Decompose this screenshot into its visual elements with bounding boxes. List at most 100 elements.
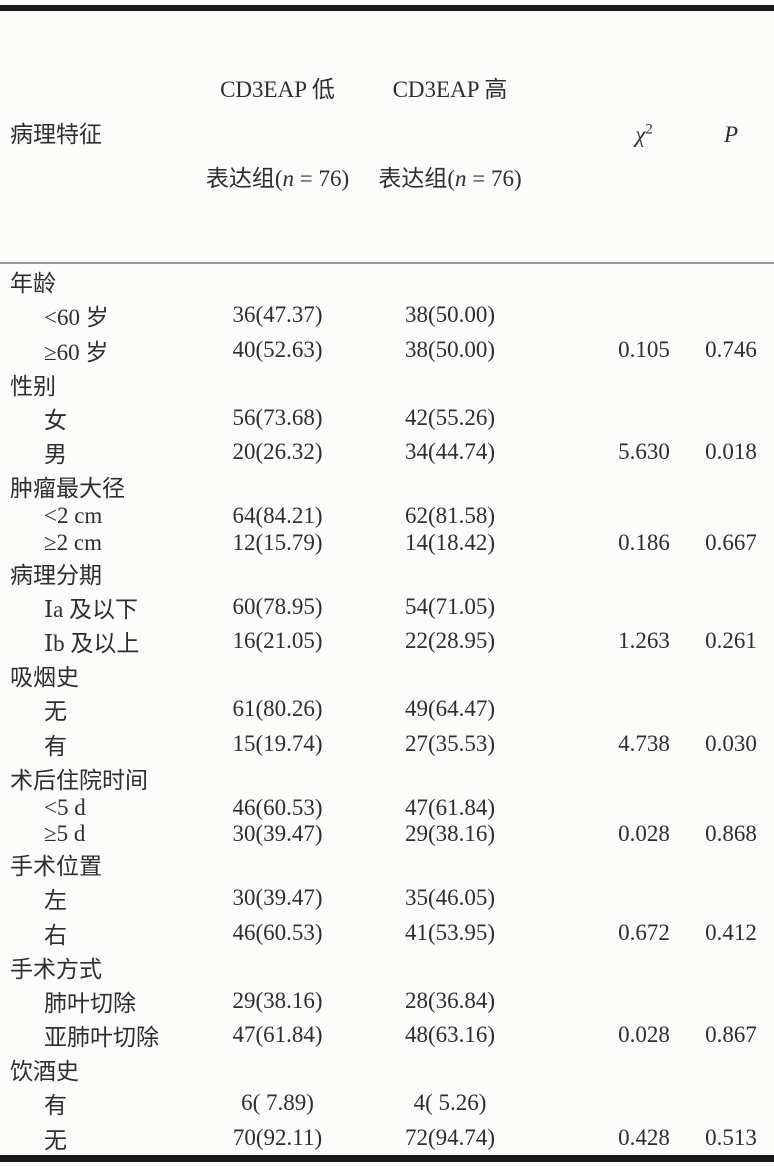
low-group-value-cell: 60(78.95) (232, 593, 323, 619)
header-high-group: CD3EAP 高 表达组(n = 76) (355, 11, 545, 265)
table-row: ≥2 cm 12(15.79) 14(18.42) 0.186 0.667 (0, 529, 774, 555)
p-value-cell (688, 950, 774, 984)
p-value-cell (688, 658, 774, 692)
spacer-cell (545, 1018, 600, 1052)
table-row: Ⅰa 及以下 60(78.95) 54(71.05) (0, 590, 774, 624)
high-group-value-cell (355, 1052, 545, 1086)
high-group-value-cell (355, 469, 545, 503)
header-high-group-line2-pre: 表达组( (378, 166, 456, 192)
chi-square-value-cell: 4.738 (618, 730, 670, 756)
chi-square-value-cell: 0.428 (618, 1124, 670, 1150)
p-value-cell: 0.867 (705, 1022, 757, 1048)
feature-cell: 肺叶切除 (44, 990, 136, 1016)
chi-square-value-cell (600, 503, 688, 529)
p-value-cell (688, 795, 774, 821)
header-low-group: CD3EAP 低 表达组(n = 76) (200, 11, 355, 265)
high-group-value-cell: 72(94.74) (404, 1124, 496, 1150)
table-row: 肺叶切除 29(38.16) 28(36.84) (0, 984, 774, 1018)
low-group-value-cell: 12(15.79) (232, 529, 323, 555)
feature-cell: ≥2 cm (44, 529, 102, 555)
feature-cell: 无 (44, 1127, 67, 1153)
high-group-value-cell: 4( 5.26) (413, 1090, 487, 1116)
table-row: 左 30(39.47) 35(46.05) (0, 881, 774, 915)
chi-square-value-cell (600, 847, 688, 881)
high-group-value-cell: 62(81.58) (404, 503, 496, 529)
feature-cell: 年龄 (10, 271, 56, 297)
spacer-cell (545, 1086, 600, 1120)
table-row: 女 56(73.68) 42(55.26) (0, 401, 774, 435)
table-row: ≥5 d 30(39.47) 29(38.16) 0.028 0.868 (0, 821, 774, 847)
table-row: 术后住院时间 (0, 761, 774, 795)
high-group-value-cell: 38(50.00) (404, 336, 496, 362)
table-row: 男 20(26.32) 34(44.74) 5.630 0.018 (0, 435, 774, 469)
header-low-group-line2: 表达组(n = 76) (200, 164, 355, 194)
low-group-value-cell: 15(19.74) (232, 730, 323, 756)
high-group-value-cell (355, 658, 545, 692)
low-group-value-cell: 20(26.32) (232, 439, 323, 465)
p-value-cell (688, 761, 774, 795)
low-group-value-cell: 6( 7.89) (241, 1090, 314, 1116)
spacer-cell (545, 469, 600, 503)
header-low-group-line2-pre: 表达组( (205, 166, 283, 192)
spacer-cell (545, 332, 600, 366)
low-group-value-cell (200, 658, 355, 692)
spacer-cell (545, 624, 600, 658)
table-row: 有 15(19.74) 27(35.53) 4.738 0.030 (0, 726, 774, 760)
chi-square-value-cell (600, 556, 688, 590)
feature-cell: 术后住院时间 (10, 767, 148, 793)
spacer-cell (545, 847, 600, 881)
feature-cell: 女 (44, 407, 67, 433)
chi-square-value-cell (600, 658, 688, 692)
low-group-value-cell (200, 847, 355, 881)
high-group-value-cell (355, 847, 545, 881)
high-group-value-cell: 27(35.53) (404, 730, 496, 756)
table-row: 手术方式 (0, 950, 774, 984)
chi-square-value-cell (600, 1086, 688, 1120)
p-value-cell (688, 503, 774, 529)
low-group-value-cell: 46(60.53) (232, 919, 323, 945)
feature-cell: 左 (44, 888, 67, 914)
chi-square-value-cell: 0.028 (618, 821, 670, 847)
feature-cell: 有 (44, 1093, 67, 1119)
table-row: 性别 (0, 367, 774, 401)
chi-square-value-cell (600, 692, 688, 726)
spacer-cell (545, 298, 600, 332)
low-group-value-cell: 16(21.05) (232, 628, 323, 654)
chi-square-value-cell: 5.630 (618, 439, 670, 465)
chi-square-value-cell: 1.263 (618, 628, 670, 654)
high-group-value-cell: 49(64.47) (404, 696, 496, 722)
spacer-cell (545, 950, 600, 984)
table-sheet: 病理特征 CD3EAP 低 表达组(n = 76) CD3EAP 高 表达组(n… (0, 5, 774, 1162)
header-high-group-line2-post: = 76) (466, 166, 522, 192)
chi-square-value-cell (600, 881, 688, 915)
p-value-cell (688, 298, 774, 332)
high-group-value-cell: 29(38.16) (404, 821, 496, 847)
table-row: 年龄 (0, 263, 774, 298)
table-row: 有 6( 7.89) 4( 5.26) (0, 1086, 774, 1120)
feature-cell: 男 (44, 442, 67, 468)
p-value-cell (688, 847, 774, 881)
spacer-cell (545, 1052, 600, 1086)
table-row: 肿瘤最大径 (0, 469, 774, 503)
low-group-value-cell (200, 469, 355, 503)
low-group-value-cell: 40(52.63) (232, 336, 323, 362)
table-row: 病理分期 (0, 556, 774, 590)
header-feature: 病理特征 (0, 11, 200, 265)
spacer-cell (545, 529, 600, 555)
feature-cell: 手术位置 (10, 854, 102, 880)
p-value-cell (688, 401, 774, 435)
chi-square-value-cell: 0.672 (618, 919, 670, 945)
chi-square-value-cell (600, 401, 688, 435)
p-value-cell: 0.868 (705, 821, 757, 847)
table-header: 病理特征 CD3EAP 低 表达组(n = 76) CD3EAP 高 表达组(n… (0, 11, 774, 265)
low-group-value-cell: 47(61.84) (232, 1022, 323, 1048)
feature-cell: ≥5 d (44, 821, 86, 847)
chi-square-value-cell (600, 950, 688, 984)
table-row: 饮酒史 (0, 1052, 774, 1086)
spacer-cell (545, 658, 600, 692)
feature-cell: ≥60 岁 (44, 339, 109, 365)
low-group-value-cell: 36(47.37) (232, 302, 323, 328)
feature-cell: 亚肺叶切除 (44, 1025, 159, 1051)
table-body: 年龄 <60 岁 36(47.37) 38(50.00) ≥60 岁 40(52… (0, 263, 774, 1155)
header-p-value: P (688, 11, 774, 265)
